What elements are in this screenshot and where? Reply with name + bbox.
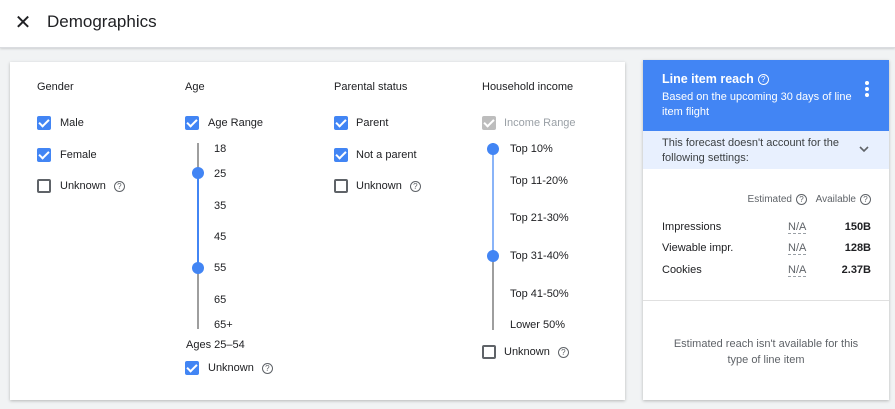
age-tick: 18 [214,143,227,155]
not-parent-label: Not a parent [356,149,417,161]
gender-male-label: Male [60,117,84,129]
income-tick: Top 10% [510,143,553,155]
parent-label: Parent [356,117,389,129]
age-tick: 65+ [214,319,233,331]
age-tick: 65 [214,294,227,306]
help-icon[interactable]: ? [796,194,807,205]
col-available-header: Available ? [816,194,871,205]
age-unknown-row: Unknown ? [208,362,273,374]
row-label: Viewable impr. [662,242,734,254]
gender-unknown-checkbox[interactable] [37,179,51,193]
divider [643,300,889,301]
parental-unknown-label: Unknown [356,180,402,192]
reach-card: Line item reach ? Based on the upcoming … [643,60,889,400]
income-unknown-row: Unknown ? [504,346,569,358]
gender-unknown-row: Unknown ? [60,180,125,192]
row-estimated: N/A [788,221,807,234]
age-range-label: Age Range [208,117,264,129]
income-slider-thumb-from[interactable] [487,143,499,155]
help-icon[interactable]: ? [757,73,769,85]
income-tick: Top 31-40% [510,250,569,262]
reach-header: Line item reach ? Based on the upcoming … [643,60,889,131]
row-estimated: N/A [788,264,807,277]
reach-subtitle: Based on the upcoming 30 days of line it… [662,91,852,118]
col-estimated: Estimated [747,194,792,205]
page-title: Demographics [47,12,157,31]
income-tick: Top 41-50% [510,288,569,300]
parental-unknown-checkbox[interactable] [334,179,348,193]
parental-header: Parental status [334,81,408,93]
age-tick: 45 [214,231,227,243]
parental-unknown-row: Unknown ? [356,180,421,192]
age-slider-thumb-from[interactable] [192,167,204,179]
close-icon[interactable]: ✕ [14,12,32,34]
row-label: Cookies [662,264,702,276]
income-tick: Top 11-20% [510,175,568,187]
row-available: 128B [844,242,871,254]
row-estimated: N/A [788,242,807,255]
help-icon[interactable]: ? [409,180,421,192]
age-header: Age [185,81,205,93]
income-header: Household income [482,81,574,93]
reach-title-row: Line item reach ? [662,72,769,86]
help-icon[interactable]: ? [261,362,273,374]
gender-male-checkbox[interactable] [37,116,51,130]
income-range-checkbox[interactable] [482,116,496,130]
age-slider-thumb-to[interactable] [192,262,204,274]
gender-female-checkbox[interactable] [37,148,51,162]
more-vert-icon[interactable] [864,81,870,99]
gender-female-label: Female [60,149,97,161]
row-available: 2.37B [841,264,871,276]
income-tick: Lower 50% [510,319,566,331]
income-range-label: Income Range [504,117,576,129]
age-tick: 25 [214,168,227,180]
age-tick: 55 [214,262,227,274]
gender-unknown-label: Unknown [60,180,106,192]
top-bar: ✕ Demographics [0,0,895,48]
age-unknown-label: Unknown [208,362,254,374]
gender-header: Gender [37,81,74,93]
help-icon[interactable]: ? [860,194,871,205]
income-unknown-label: Unknown [504,346,550,358]
age-tick: 35 [214,200,227,212]
row-label: Impressions [662,221,722,233]
not-parent-checkbox[interactable] [334,148,348,162]
age-summary: Ages 25–54 [186,339,245,351]
help-icon[interactable]: ? [113,180,125,192]
parent-checkbox[interactable] [334,116,348,130]
forecast-warning[interactable]: This forecast doesn't account for the fo… [643,131,889,169]
reach-title: Line item reach [662,72,754,86]
col-available: Available [815,194,856,205]
income-unknown-checkbox[interactable] [482,345,496,359]
income-tick: Top 21-30% [510,212,569,224]
age-unknown-checkbox[interactable] [185,361,199,375]
income-slider-fill [492,149,494,256]
row-available: 150B [844,221,871,233]
chevron-down-icon[interactable] [859,146,869,153]
age-range-checkbox[interactable] [185,116,199,130]
demographics-card: Gender Male Female Unknown ? Age Age Ran… [10,62,625,400]
help-icon[interactable]: ? [557,346,569,358]
col-estimated-header: Estimated ? [748,194,807,205]
reach-footer: Estimated reach isn't available for this… [673,338,859,366]
age-slider-fill [197,173,199,268]
income-slider-thumb-to[interactable] [487,250,499,262]
warning-text: This forecast doesn't account for the fo… [662,137,839,164]
